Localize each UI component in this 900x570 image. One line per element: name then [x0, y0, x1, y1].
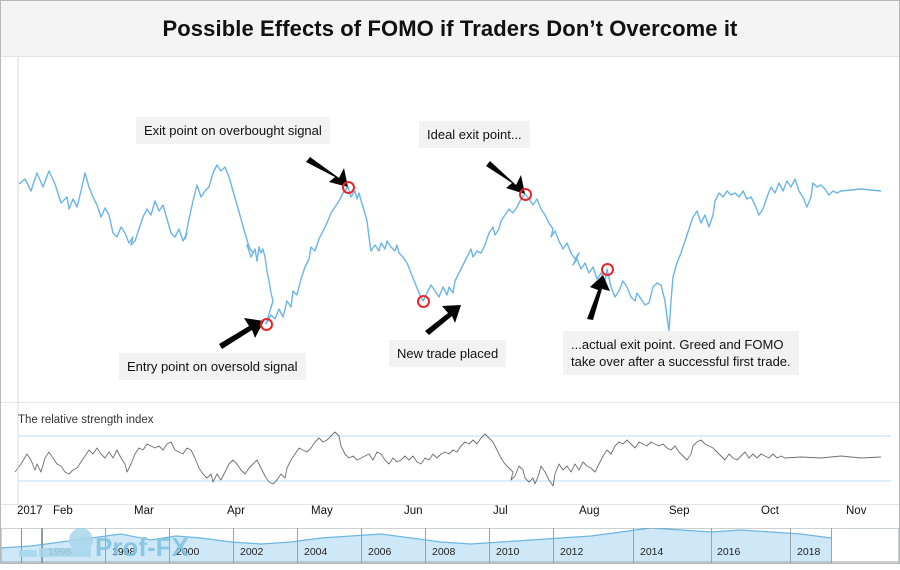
- year-tick-2018[interactable]: 2018: [797, 546, 821, 558]
- annotation-actual-exit: ...actual exit point. Greed and FOMO tak…: [563, 331, 799, 375]
- annotation-ideal-exit: Ideal exit point...: [419, 121, 530, 148]
- scrubber-separator: [425, 528, 426, 563]
- scrubber-separator: [361, 528, 362, 563]
- month-tick-oct: Oct: [761, 505, 779, 517]
- scrubber-separator: [790, 528, 791, 563]
- page-title: Possible Effects of FOMO if Traders Don’…: [162, 15, 738, 41]
- new-trade-marker[interactable]: [417, 295, 430, 308]
- month-tick-aug: Aug: [579, 505, 600, 517]
- month-tick-jul: Jul: [493, 505, 508, 517]
- actual-exit-marker[interactable]: [601, 263, 614, 276]
- year-tick-2000[interactable]: 2000: [176, 546, 200, 558]
- year-tick-2012[interactable]: 2012: [560, 546, 584, 558]
- annotation-entry-oversold: Entry point on oversold signal: [119, 353, 306, 380]
- year-tick-1998[interactable]: 1998: [112, 546, 136, 558]
- month-tick-sep: Sep: [669, 505, 690, 517]
- scrubber-separator: [41, 528, 42, 563]
- rsi-line-series: [14, 403, 891, 504]
- year-tick-2010[interactable]: 2010: [496, 546, 520, 558]
- rsi-panel[interactable]: [1, 402, 899, 504]
- scrubber-separator: [297, 528, 298, 563]
- year-tick-2008[interactable]: 2008: [432, 546, 456, 558]
- year-tick-2004[interactable]: 2004: [304, 546, 328, 558]
- entry-point-marker[interactable]: [260, 318, 273, 331]
- scrubber-separator: [633, 528, 634, 563]
- exit-overbought-marker[interactable]: [342, 181, 355, 194]
- month-tick-feb: Feb: [53, 505, 73, 517]
- month-tick-may: May: [311, 505, 333, 517]
- year-tick-1996[interactable]: 1996: [48, 546, 72, 558]
- year-scrubber[interactable]: 1996 1998 2000 2002 2004 2006 2008 2010 2012 2014…: [1, 528, 899, 563]
- scrubber-range-handle[interactable]: [21, 528, 43, 563]
- scrubber-separator: [831, 528, 832, 563]
- rsi-panel-label: The relative strength index: [18, 414, 154, 426]
- scrubber-separator: [169, 528, 170, 563]
- month-tick-2017: 2017: [17, 505, 43, 517]
- year-tick-2006[interactable]: 2006: [368, 546, 392, 558]
- year-tick-2002[interactable]: 2002: [240, 546, 264, 558]
- year-tick-2014[interactable]: 2014: [640, 546, 664, 558]
- scrubber-overview-area: [1, 528, 899, 563]
- month-axis[interactable]: 2017 Feb Mar Apr May Jun Jul Aug Sep Oct Nov: [1, 504, 899, 530]
- scrubber-separator: [105, 528, 106, 563]
- month-tick-jun: Jun: [404, 505, 423, 517]
- scrubber-separator: [711, 528, 712, 563]
- year-tick-2016[interactable]: 2016: [717, 546, 741, 558]
- scrubber-separator: [233, 528, 234, 563]
- price-line-series: [17, 57, 882, 402]
- month-tick-nov: Nov: [846, 505, 867, 517]
- ideal-exit-marker[interactable]: [519, 188, 532, 201]
- month-tick-mar: Mar: [134, 505, 154, 517]
- title-bar: Possible Effects of FOMO if Traders Don’…: [1, 1, 899, 57]
- scrubber-separator: [489, 528, 490, 563]
- scrubber-separator: [553, 528, 554, 563]
- annotation-new-trade: New trade placed: [389, 340, 507, 367]
- month-tick-apr: Apr: [227, 505, 245, 517]
- annotation-exit-overbought: Exit point on overbought signal: [136, 117, 330, 144]
